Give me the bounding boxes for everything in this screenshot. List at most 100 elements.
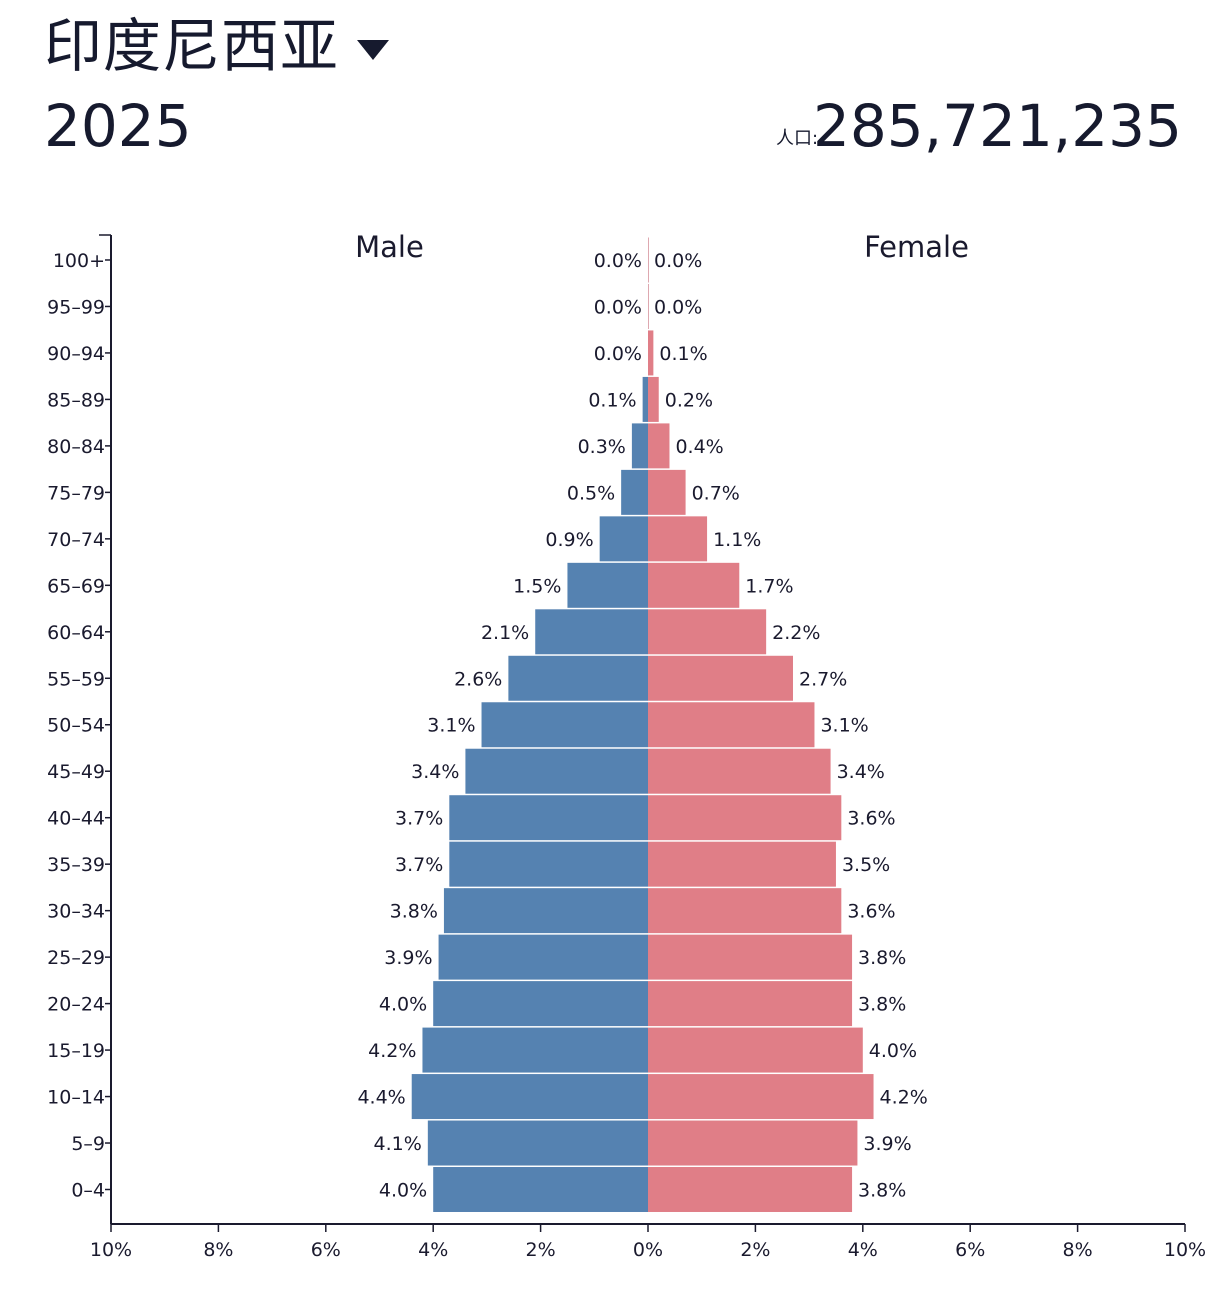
x-tick-label-1: 8% — [203, 1239, 233, 1261]
y-tick-label-10: 50–54 — [47, 715, 105, 737]
y-tick-label-18: 10–14 — [47, 1087, 105, 1109]
series-label-male: Male — [355, 230, 424, 264]
y-tick-label-9: 55–59 — [47, 668, 105, 690]
bar-label-female-3: 0.2% — [665, 389, 713, 411]
bar-female-9 — [648, 655, 793, 701]
bar-label-male-12: 3.7% — [395, 808, 443, 830]
bar-female-14 — [648, 888, 842, 934]
bar-male-12 — [449, 795, 648, 841]
bar-label-male-13: 3.7% — [395, 854, 443, 876]
bar-male-8 — [535, 609, 648, 655]
y-tick-label-13: 35–39 — [47, 854, 105, 876]
bar-label-female-9: 2.7% — [799, 668, 847, 690]
x-tick-label-0: 10% — [90, 1239, 132, 1261]
bar-male-13 — [449, 841, 648, 887]
bar-label-female-11: 3.4% — [837, 761, 885, 783]
bar-label-female-1: 0.0% — [654, 296, 702, 318]
y-tick-label-12: 40–44 — [47, 808, 105, 830]
x-tick-label-5: 0% — [633, 1239, 663, 1261]
bar-female-19 — [648, 1120, 858, 1166]
x-tick-label-7: 4% — [848, 1239, 878, 1261]
bar-label-female-7: 1.7% — [745, 575, 793, 597]
bar-female-8 — [648, 609, 767, 655]
x-tick-label-8: 6% — [955, 1239, 985, 1261]
bar-female-12 — [648, 795, 842, 841]
bar-female-13 — [648, 841, 836, 887]
bar-label-male-11: 3.4% — [411, 761, 459, 783]
bar-male-10 — [481, 702, 648, 748]
y-tick-label-5: 75–79 — [47, 482, 105, 504]
bar-female-5 — [648, 469, 686, 515]
bar-label-female-15: 3.8% — [858, 947, 906, 969]
x-tick-label-9: 8% — [1063, 1239, 1093, 1261]
bar-label-male-6: 0.9% — [545, 529, 593, 551]
bar-label-male-7: 1.5% — [513, 575, 561, 597]
bar-female-11 — [648, 748, 831, 794]
bar-label-female-8: 2.2% — [772, 622, 820, 644]
bar-label-female-4: 0.4% — [675, 436, 723, 458]
bar-label-male-18: 4.4% — [357, 1087, 405, 1109]
bar-label-male-20: 4.0% — [379, 1180, 427, 1202]
bar-label-male-3: 0.1% — [588, 389, 636, 411]
bar-male-20 — [433, 1167, 648, 1212]
bar-male-19 — [427, 1120, 648, 1166]
bar-label-male-1: 0.0% — [594, 296, 642, 318]
y-tick-label-6: 70–74 — [47, 529, 105, 551]
bar-label-female-18: 4.2% — [880, 1087, 928, 1109]
bar-female-2 — [648, 330, 654, 376]
bar-female-17 — [648, 1027, 863, 1073]
caret-down-icon[interactable] — [357, 40, 390, 60]
country-name: 印度尼西亚 — [44, 12, 340, 80]
bar-female-16 — [648, 981, 853, 1027]
bar-label-female-19: 3.9% — [863, 1133, 911, 1155]
series-labels: Male Female — [355, 230, 969, 264]
bar-label-male-8: 2.1% — [481, 622, 529, 644]
y-tick-label-17: 15–19 — [47, 1040, 105, 1062]
bar-label-male-15: 3.9% — [384, 947, 432, 969]
bar-label-male-0: 0.0% — [594, 250, 642, 272]
y-tick-label-1: 95–99 — [47, 296, 105, 318]
bar-male-11 — [465, 748, 648, 794]
bar-label-female-17: 4.0% — [869, 1040, 917, 1062]
population-pyramid-chart: 0.0% 0.0% 0.0% 0.0% 0.0% 0.1% 0.1% 0.2% 0.3% 0.4%… — [47, 230, 1206, 1261]
bar-female-10 — [648, 702, 815, 748]
bar-label-female-2: 0.1% — [659, 343, 707, 365]
bar-male-3 — [642, 376, 648, 422]
x-tick-label-10: 10% — [1164, 1239, 1206, 1261]
bar-female-20 — [648, 1167, 853, 1212]
bar-label-female-10: 3.1% — [820, 715, 868, 737]
bar-labels-layer: 0.0% 0.0% 0.0% 0.0% 0.0% 0.1% 0.1% 0.2% 0.3% 0.4%… — [357, 250, 927, 1202]
y-tick-label-19: 5–9 — [71, 1133, 105, 1155]
y-tick-label-3: 85–89 — [47, 389, 105, 411]
series-label-female: Female — [864, 230, 969, 264]
bar-male-6 — [599, 516, 648, 562]
bar-label-female-20: 3.8% — [858, 1180, 906, 1202]
bar-label-male-14: 3.8% — [390, 901, 438, 923]
x-axis: 10% 8% 6% 4% 2% 0% 2% 4% 6% 8% 10% — [90, 1223, 1206, 1261]
bar-male-15 — [438, 934, 648, 980]
y-tick-label-7: 65–69 — [47, 575, 105, 597]
y-tick-label-11: 45–49 — [47, 761, 105, 783]
bar-male-5 — [621, 469, 648, 515]
bar-male-9 — [508, 655, 648, 701]
y-tick-label-20: 0–4 — [71, 1180, 105, 1202]
y-tick-label-8: 60–64 — [47, 622, 105, 644]
population-value: 285,721,235 — [813, 92, 1182, 160]
x-tick-label-4: 2% — [526, 1239, 556, 1261]
population-label: 人口: — [776, 128, 819, 149]
year-label: 2025 — [44, 92, 192, 160]
bar-label-male-2: 0.0% — [594, 343, 642, 365]
bar-label-female-14: 3.6% — [847, 901, 895, 923]
bar-male-17 — [422, 1027, 648, 1073]
bar-female-6 — [648, 516, 708, 562]
country-selector[interactable]: 印度尼西亚 — [44, 8, 390, 84]
bar-male-4 — [631, 423, 648, 469]
bars-layer — [411, 237, 874, 1212]
y-axis: 100+ 95–99 90–94 85–89 80–84 75–79 70–74 65–69 6… — [47, 234, 112, 1224]
bar-female-15 — [648, 934, 853, 980]
bar-female-18 — [648, 1074, 874, 1120]
y-tick-label-15: 25–29 — [47, 947, 105, 969]
bar-label-female-6: 1.1% — [713, 529, 761, 551]
y-tick-label-4: 80–84 — [47, 436, 105, 458]
bar-label-male-17: 4.2% — [368, 1040, 416, 1062]
